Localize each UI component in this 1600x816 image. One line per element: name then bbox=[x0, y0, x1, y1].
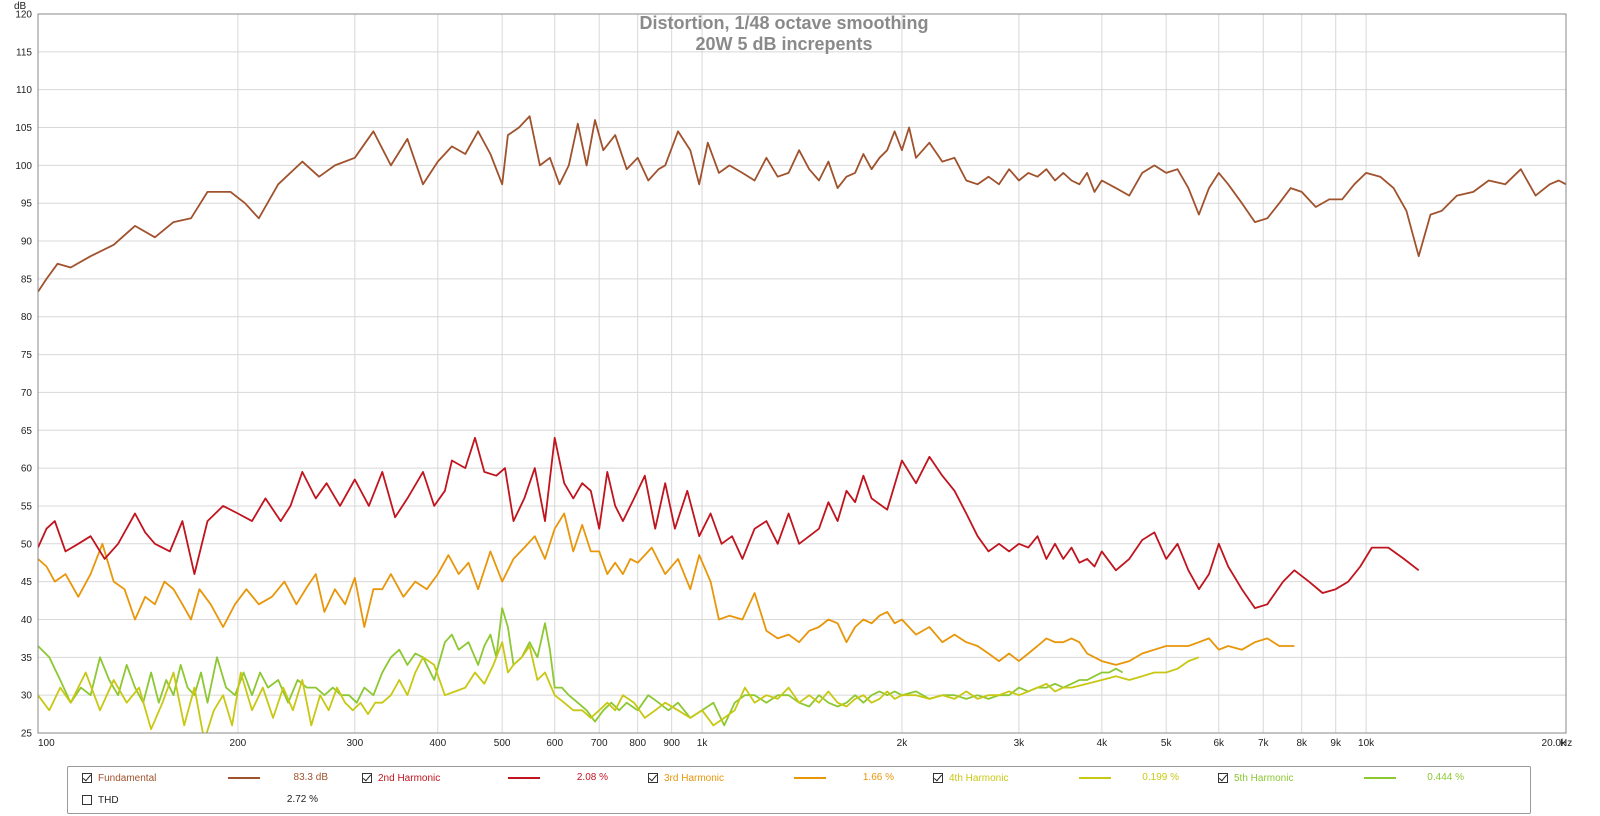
y-tick-label: 40 bbox=[21, 615, 33, 626]
legend-label: 3rd Harmonic bbox=[664, 772, 725, 784]
x-tick-label: 100 bbox=[38, 738, 55, 749]
y-tick-label: 50 bbox=[21, 539, 33, 550]
y-tick-label: 75 bbox=[21, 350, 33, 361]
legend-checkbox[interactable] bbox=[648, 773, 658, 783]
legend-item-2nd-harmonic: 2nd Harmonic bbox=[362, 769, 440, 787]
y-tick-label: 105 bbox=[15, 123, 32, 134]
y-tick-label: 45 bbox=[21, 577, 33, 588]
legend-checkbox[interactable] bbox=[1218, 773, 1228, 783]
x-tick-label: 400 bbox=[429, 738, 446, 749]
legend-checkbox[interactable] bbox=[82, 773, 92, 783]
x-tick-label: 8k bbox=[1296, 738, 1308, 749]
legend-value: 2.72 % bbox=[286, 794, 318, 805]
legend-item-4th-harmonic: 4th Harmonic bbox=[933, 769, 1008, 787]
legend-item-fundamental: Fundamental bbox=[82, 769, 156, 787]
legend-checkbox[interactable] bbox=[362, 773, 372, 783]
legend-label: Fundamental bbox=[98, 772, 157, 784]
series-line-3rd-harmonic bbox=[38, 512, 1295, 666]
legend-value: 2.08 % bbox=[576, 772, 608, 783]
x-tick-label: 1k bbox=[697, 738, 709, 749]
x-tick-label: 4k bbox=[1097, 738, 1109, 749]
y-tick-label: 110 bbox=[16, 85, 32, 96]
legend-line-swatch bbox=[1079, 777, 1111, 779]
x-tick-label: 600 bbox=[546, 738, 563, 749]
x-axis-unit-label: Hz bbox=[1560, 738, 1572, 749]
x-tick-label: 2k bbox=[897, 738, 909, 749]
legend-checkbox[interactable] bbox=[933, 773, 943, 783]
x-tick-label: 900 bbox=[663, 738, 680, 749]
legend-item-3rd-harmonic: 3rd Harmonic bbox=[648, 769, 724, 787]
x-tick-label: 300 bbox=[346, 738, 363, 749]
chart-subtitle: 20W 5 dB increpents bbox=[695, 34, 872, 54]
legend-value: 83.3 dB bbox=[293, 772, 328, 783]
x-tick-label: 700 bbox=[591, 738, 608, 749]
legend-line-swatch bbox=[228, 777, 260, 779]
legend-checkbox[interactable] bbox=[82, 795, 92, 805]
y-tick-label: 55 bbox=[21, 501, 33, 512]
y-tick-label: 115 bbox=[16, 47, 32, 58]
legend-label: THD bbox=[98, 794, 119, 806]
y-tick-label: 120 bbox=[15, 10, 32, 21]
series-line-4th-harmonic bbox=[38, 641, 1200, 733]
series-line-5th-harmonic bbox=[38, 607, 1124, 727]
series-line-fundamental bbox=[38, 115, 1566, 293]
x-tick-label: 20.0k bbox=[1542, 738, 1567, 749]
legend-item-5th-harmonic: 5th Harmonic bbox=[1218, 769, 1293, 787]
legend-line-swatch bbox=[1364, 777, 1396, 779]
legend-value: 0.199 % bbox=[1142, 772, 1179, 783]
x-tick-label: 3k bbox=[1014, 738, 1026, 749]
x-tick-label: 9k bbox=[1330, 738, 1342, 749]
y-tick-label: 95 bbox=[21, 199, 33, 210]
legend: Fundamental 83.3 dB 2nd Harmonic 2.08 % 3rd … bbox=[67, 766, 1531, 814]
y-tick-label: 35 bbox=[21, 653, 33, 664]
legend-value: 1.66 % bbox=[862, 772, 894, 783]
chart-title: Distortion, 1/48 octave smoothing bbox=[639, 13, 928, 33]
legend-line-swatch bbox=[508, 777, 540, 779]
y-tick-label: 90 bbox=[21, 237, 33, 248]
legend-label: 4th Harmonic bbox=[949, 772, 1009, 784]
legend-label: 5th Harmonic bbox=[1234, 772, 1294, 784]
y-tick-label: 65 bbox=[21, 426, 33, 437]
x-tick-label: 500 bbox=[494, 738, 511, 749]
y-tick-label: 30 bbox=[21, 691, 33, 702]
series-lines bbox=[38, 115, 1566, 733]
y-axis-unit-label: dB bbox=[14, 1, 27, 12]
plot-frame bbox=[37, 13, 1567, 734]
x-tick-label: 800 bbox=[629, 738, 646, 749]
legend-line-swatch bbox=[794, 777, 826, 779]
x-tick-label: 7k bbox=[1258, 738, 1270, 749]
y-tick-label: 70 bbox=[21, 388, 33, 399]
x-tick-label: 5k bbox=[1161, 738, 1173, 749]
y-tick-label: 25 bbox=[21, 729, 33, 740]
y-tick-label: 85 bbox=[21, 274, 33, 285]
y-tick-label: 100 bbox=[15, 161, 32, 172]
x-tick-label: 200 bbox=[230, 738, 247, 749]
legend-label: 2nd Harmonic bbox=[378, 772, 441, 784]
y-tick-label: 60 bbox=[21, 464, 33, 475]
grid bbox=[37, 13, 1567, 734]
series-line-2nd-harmonic bbox=[38, 436, 1420, 609]
legend-value: 0.444 % bbox=[1427, 772, 1464, 783]
x-tick-label: 6k bbox=[1214, 738, 1226, 749]
x-tick-label: 10k bbox=[1358, 738, 1375, 749]
legend-item-thd: THD bbox=[82, 791, 119, 809]
y-tick-label: 80 bbox=[21, 312, 33, 323]
axis-ticks: 25 30 35 40 45 50 55 60 65 70 75 80 85 90 95 100 105 110 1… bbox=[15, 10, 1567, 750]
